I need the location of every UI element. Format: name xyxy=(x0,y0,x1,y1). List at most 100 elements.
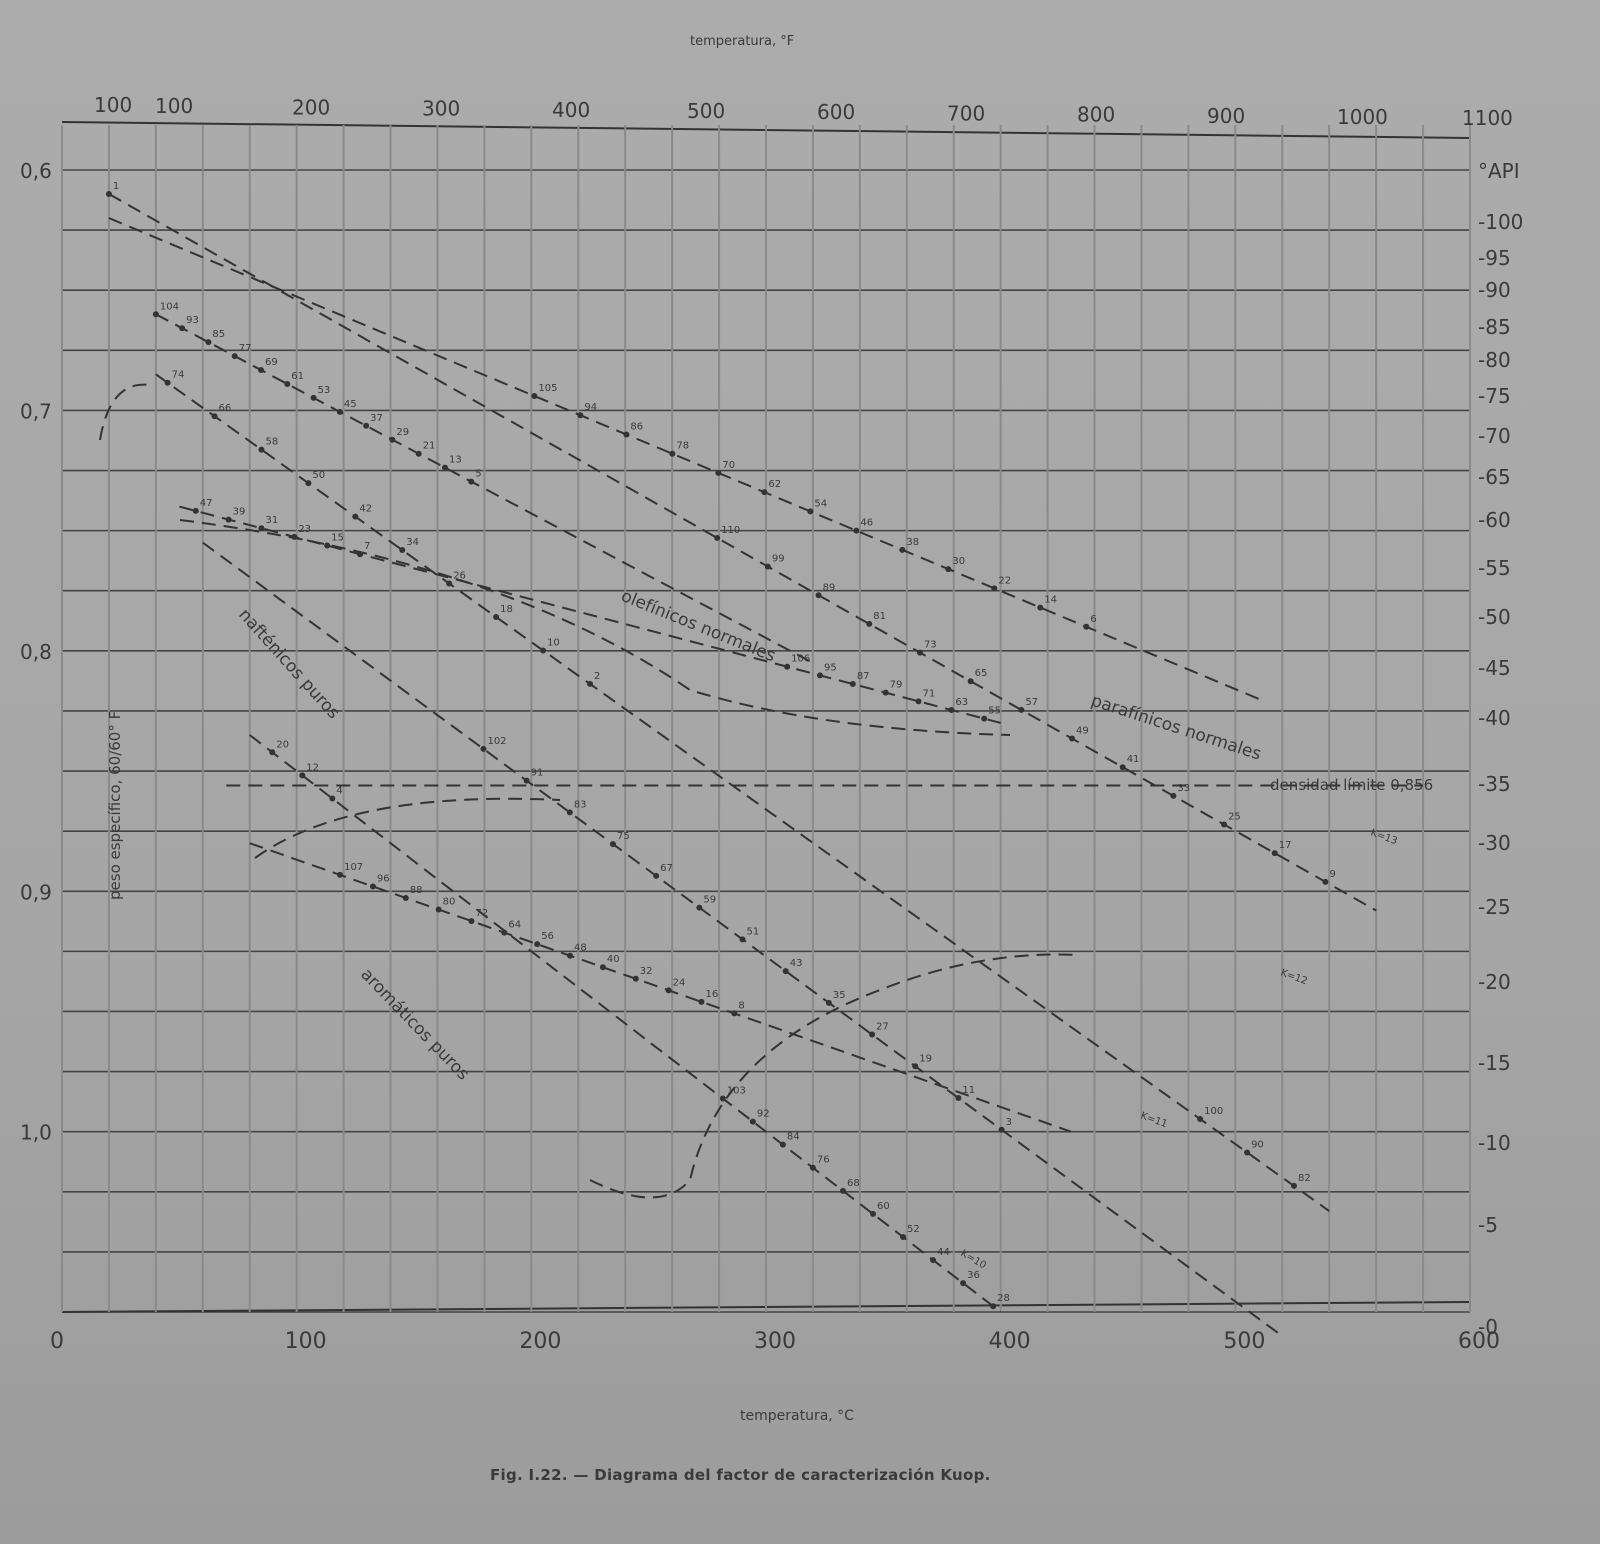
data-point xyxy=(981,715,988,722)
data-point-label: 84 xyxy=(787,1132,800,1143)
data-point-label: 44 xyxy=(937,1247,950,1258)
data-point-label: 100 xyxy=(1204,1106,1223,1117)
data-point xyxy=(291,533,298,540)
data-point xyxy=(784,663,791,670)
data-point xyxy=(468,918,475,925)
data-point-label: 5 xyxy=(475,469,481,480)
data-point-label: 14 xyxy=(1044,595,1057,606)
curve-hook-top xyxy=(99,383,151,441)
curve-olef-nicos-normales xyxy=(155,313,814,664)
data-point xyxy=(782,968,789,975)
data-point-label: 11 xyxy=(962,1085,975,1096)
data-point xyxy=(205,339,212,346)
data-point xyxy=(105,191,112,198)
top-axis-title: temperatura, °F xyxy=(690,34,795,49)
data-point xyxy=(912,1063,919,1070)
data-point-label: 89 xyxy=(823,582,836,593)
data-point xyxy=(402,894,409,901)
y-tick-label: 0,8 xyxy=(20,640,52,664)
data-point xyxy=(1170,792,1177,799)
data-point xyxy=(587,680,593,687)
data-point xyxy=(225,516,232,523)
data-point-label: 76 xyxy=(817,1155,830,1166)
x-tick-label: 0 xyxy=(50,1329,64,1354)
y2-axis-title: °API xyxy=(1478,159,1520,183)
data-point xyxy=(1197,1115,1204,1122)
data-point xyxy=(329,795,336,802)
data-point-label: 63 xyxy=(955,697,968,708)
data-point-label: 48 xyxy=(574,943,587,954)
data-point-label: 81 xyxy=(873,611,886,622)
data-point xyxy=(399,547,406,554)
data-point xyxy=(696,904,703,911)
data-point-label: 29 xyxy=(396,427,409,438)
curve-olefin-branch xyxy=(179,519,1011,736)
data-point xyxy=(310,394,317,401)
data-point-label: 55 xyxy=(988,706,1001,717)
data-point-label: 94 xyxy=(584,402,597,413)
data-point-label: 104 xyxy=(160,301,179,312)
data-point-label: 90 xyxy=(1251,1139,1264,1150)
data-point-label: 42 xyxy=(359,504,372,515)
data-point-label: 72 xyxy=(475,908,488,919)
data-point-label: 62 xyxy=(768,479,781,490)
data-point-label: 102 xyxy=(487,736,506,747)
data-point-label: 92 xyxy=(757,1109,770,1120)
x2-tick-label: 700 xyxy=(947,101,985,125)
data-point xyxy=(1119,764,1126,771)
data-point-label: 107 xyxy=(344,862,363,873)
label-aromaticos: aromáticos puros xyxy=(356,965,473,1085)
data-point xyxy=(363,422,370,429)
y2-tick-label: -90 xyxy=(1478,278,1511,302)
data-point xyxy=(669,450,676,457)
y-tick-label: 1,0 xyxy=(20,1121,52,1145)
data-point xyxy=(849,681,856,688)
data-point xyxy=(809,1164,816,1171)
data-point xyxy=(567,952,574,959)
data-point-label: 95 xyxy=(824,662,837,673)
data-point-label: 82 xyxy=(1298,1173,1311,1184)
y2-tick-label: -40 xyxy=(1478,706,1511,730)
data-point xyxy=(257,367,264,374)
data-point xyxy=(967,678,974,685)
y-tick-label: 0,9 xyxy=(20,880,52,904)
data-point xyxy=(305,480,312,487)
data-point xyxy=(779,1141,786,1148)
data-point xyxy=(948,706,955,713)
data-point-label: 4 xyxy=(336,785,342,796)
x2-tick-label: 500 xyxy=(687,99,725,123)
y2-tick-label: -30 xyxy=(1478,831,1511,855)
data-point-label: 59 xyxy=(703,895,716,906)
x2-tick-label: 1000 xyxy=(1337,105,1388,129)
data-point-label: 60 xyxy=(877,1201,890,1212)
label-k12: K=12 xyxy=(1279,967,1309,987)
label-olefinicos: olefínicos normales xyxy=(618,586,778,666)
data-point-label: 66 xyxy=(219,403,232,414)
data-point-label: 50 xyxy=(312,470,325,481)
data-point xyxy=(1244,1149,1251,1156)
data-point-label: 56 xyxy=(541,931,554,942)
x2-tick-label: 200 xyxy=(292,95,330,119)
data-point-label: 2 xyxy=(594,671,600,682)
data-point-label: 7 xyxy=(364,541,370,552)
data-point-label: 10 xyxy=(547,637,560,648)
data-point xyxy=(357,551,364,558)
label-densidad-limite: densidad límite 0,856 xyxy=(1270,776,1433,794)
data-point xyxy=(231,353,238,360)
data-point-label: 34 xyxy=(406,537,419,548)
data-point-label: 21 xyxy=(423,441,436,452)
y2-tick-label: -85 xyxy=(1478,315,1511,339)
data-point xyxy=(816,672,823,679)
data-point-label: 83 xyxy=(574,799,587,810)
data-point-label: 71 xyxy=(923,688,936,699)
data-point xyxy=(623,431,630,438)
curve-naphthenic-hump xyxy=(254,797,561,859)
y2-tick-label: -5 xyxy=(1478,1213,1498,1237)
data-point-label: 40 xyxy=(607,954,620,965)
y2-tick-label: -15 xyxy=(1478,1051,1511,1075)
data-point-label: 18 xyxy=(500,604,513,615)
data-point-label: 79 xyxy=(890,680,903,691)
data-point-label: 61 xyxy=(291,371,304,382)
